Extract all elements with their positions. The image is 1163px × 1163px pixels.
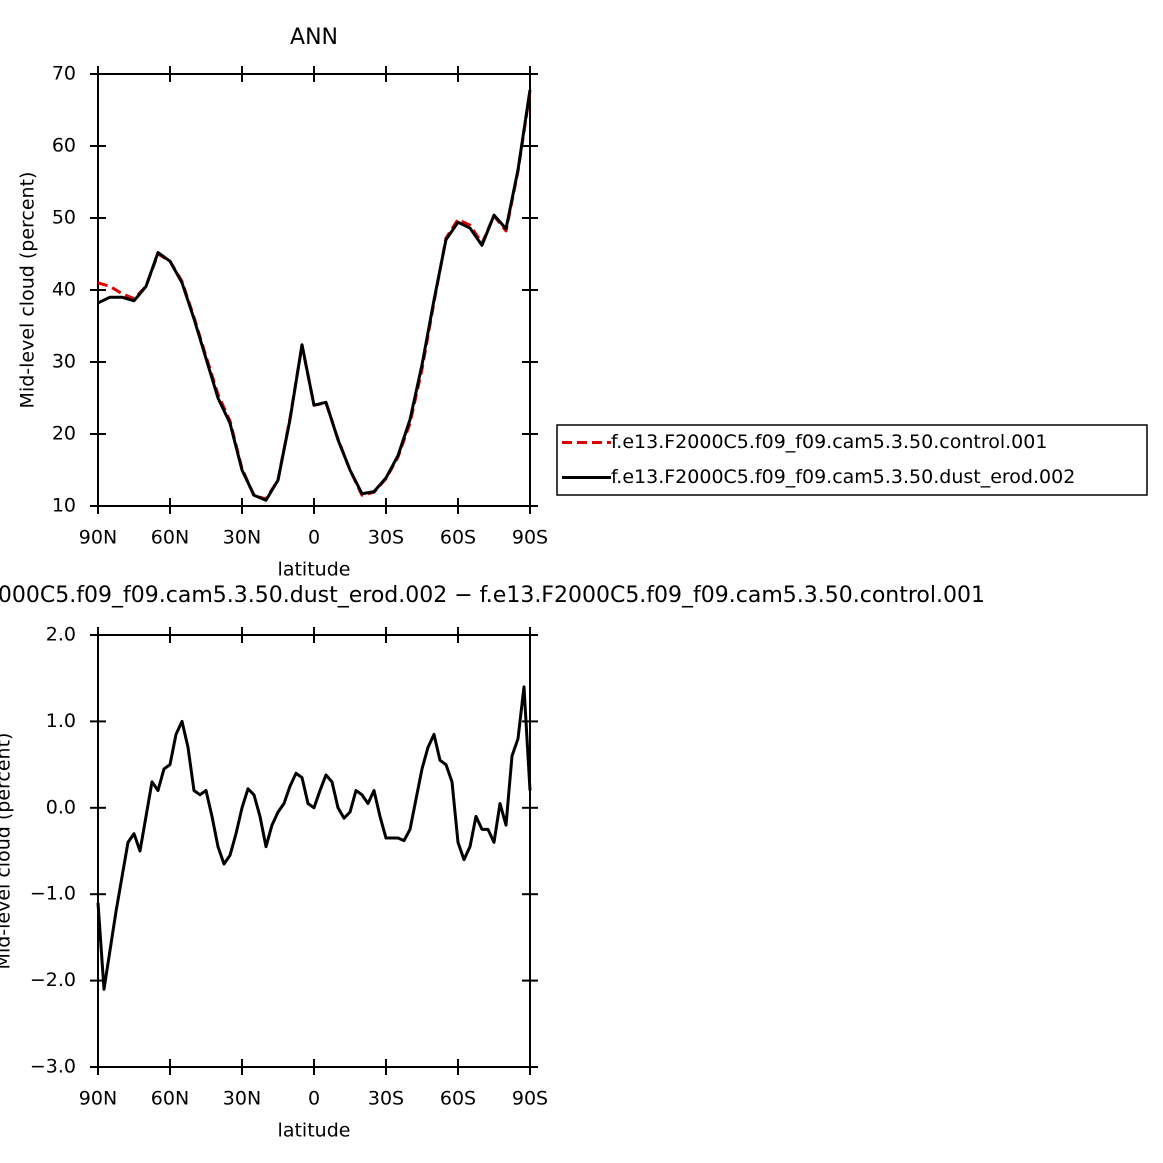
- y-tick-label: 0.0: [46, 796, 76, 818]
- x-axis-label: latitude: [278, 1120, 351, 1142]
- plot-frame: [97, 634, 531, 1068]
- chart-title: f.e13.F2000C5.f09_f09.cam5.3.50.dust_ero…: [0, 583, 985, 608]
- x-tick-label: 90N: [79, 1088, 117, 1110]
- x-tick-label: 90S: [512, 527, 548, 549]
- x-tick-label: 30N: [223, 527, 261, 549]
- y-tick-label: −3.0: [30, 1056, 76, 1078]
- legend-label: f.e13.F2000C5.f09_f09.cam5.3.50.control.…: [611, 431, 1047, 453]
- legend-box: [556, 424, 1148, 496]
- x-tick-label: 0: [308, 527, 320, 549]
- legend-label: f.e13.F2000C5.f09_f09.cam5.3.50.dust_ero…: [611, 466, 1075, 488]
- data-line: [97, 89, 532, 502]
- chart-title: ANN: [290, 25, 338, 50]
- x-tick-label: 60N: [151, 527, 189, 549]
- y-tick-label: 30: [52, 351, 76, 373]
- y-tick-label: 1.0: [46, 710, 76, 732]
- y-axis-label: Mid-level cloud (percent): [0, 733, 15, 970]
- x-tick-label: 60N: [151, 1088, 189, 1110]
- data-line: [97, 91, 532, 501]
- x-axis-label: latitude: [278, 559, 351, 581]
- y-tick-label: −1.0: [30, 883, 76, 905]
- y-tick-label: 50: [52, 207, 76, 229]
- x-tick-label: 60S: [440, 1088, 476, 1110]
- y-tick-label: 40: [52, 279, 76, 301]
- x-tick-label: 60S: [440, 527, 476, 549]
- x-tick-label: 90S: [512, 1088, 548, 1110]
- plot-frame: [97, 73, 531, 507]
- y-tick-label: 70: [52, 63, 76, 85]
- x-tick-label: 0: [308, 1088, 320, 1110]
- x-tick-label: 30S: [368, 527, 404, 549]
- data-line: [96, 685, 532, 991]
- y-tick-label: 2.0: [46, 624, 76, 646]
- y-tick-label: 60: [52, 135, 76, 157]
- x-tick-label: 90N: [79, 527, 117, 549]
- y-tick-label: −2.0: [30, 969, 76, 991]
- y-axis-label: Mid-level cloud (percent): [17, 172, 39, 409]
- y-tick-label: 20: [52, 423, 76, 445]
- x-tick-label: 30S: [368, 1088, 404, 1110]
- y-tick-label: 10: [52, 495, 76, 517]
- x-tick-label: 30N: [223, 1088, 261, 1110]
